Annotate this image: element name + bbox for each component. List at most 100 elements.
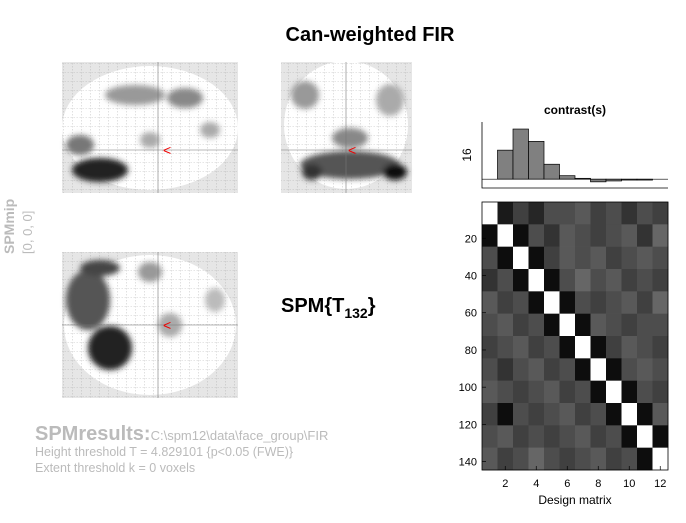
matrix-cell [528,291,545,314]
matrix-cell [590,269,607,292]
matrix-cell [513,269,529,292]
matrix-cell [606,403,622,426]
stat-suffix: } [368,295,376,317]
matrix-cell [621,291,638,314]
bar [497,149,514,180]
matrix-cell [590,224,607,247]
y-tick-label: 140 [459,457,477,469]
matrix-cell [606,313,622,337]
matrix-cell [637,224,653,247]
matrix-cell [497,291,514,314]
matrix-cell [482,291,498,314]
matrix-cell [621,269,638,292]
matrix-cell [544,202,560,225]
matrix-cell [513,380,529,404]
matrix-cell [528,202,545,225]
matrix-cell [559,336,576,359]
title: Can-weighted FIR [286,24,455,46]
matrix-cell [559,202,576,225]
height-threshold: Height threshold T = 4.829101 {p<0.05 (F… [35,445,293,459]
stat-df: 132 [344,305,368,321]
matrix-cell [575,336,591,359]
matrix-cell [482,358,498,381]
matrix-cell [575,224,591,247]
matrix-cell [575,202,591,225]
x-tick-label: 6 [564,478,570,490]
bar [543,163,560,180]
matrix-cell [544,269,560,292]
matrix-cell [559,269,576,292]
matrix-cell [637,358,653,381]
bar [528,141,545,180]
matrix-cell [637,246,653,270]
matrix-cell [513,336,529,359]
matrix-cell [652,224,669,247]
matrix-cell [621,425,638,448]
matrix-cell [497,403,514,426]
mip-axial: < [62,252,238,398]
matrix-cell [528,313,545,337]
svg-text:<: < [163,317,171,333]
matrix-frame [481,201,669,471]
matrix-cell [621,358,638,381]
matrix-cell [637,425,653,448]
matrix-cell [606,224,622,247]
matrix-cell [590,425,607,448]
matrix-cell [652,358,669,381]
svg-text:<: < [163,142,171,158]
matrix-cell [590,313,607,337]
matrix-cell [590,291,607,314]
matrix-cell [575,269,591,292]
bar [559,175,576,180]
matrix-cell [637,291,653,314]
matrix-cell [497,425,514,448]
matrix-cell [575,425,591,448]
matrix-cell [544,403,560,426]
matrix-cell [606,425,622,448]
matrix-cell [482,380,498,404]
matrix-cell [497,380,514,404]
matrix-cell [497,224,514,247]
matrix-cell [528,358,545,381]
matrix-cell [497,447,514,471]
matrix-cell [637,380,653,404]
matrix-cell [652,336,669,359]
matrix-cell [482,336,498,359]
results-line: SPMresults:C:\spm12\data\face_group\FIR [35,423,328,445]
matrix-cell [637,269,653,292]
matrix-cell [497,269,514,292]
bar [512,128,529,180]
matrix-cell [621,447,638,471]
matrix-cell [559,358,576,381]
matrix-cell [621,336,638,359]
matrix-cell [482,246,498,270]
matrix-cell [637,202,653,225]
matrix-cell [513,313,529,337]
matrix-cell [652,403,669,426]
matrix-cell [528,336,545,359]
matrix-cell [652,269,669,292]
matrix-cell [482,313,498,337]
matrix-cell [575,358,591,381]
matrix-cell [637,313,653,337]
matrix-cell [544,336,560,359]
matrix-cell [621,202,638,225]
x-tick-label: 4 [533,478,539,490]
matrix-cell [482,202,498,225]
matrix-cell [637,336,653,359]
matrix-cell [528,425,545,448]
matrix-cell [513,447,529,471]
matrix-cell [513,202,529,225]
mip-coronal: < [281,61,412,193]
matrix-cell [544,425,560,448]
matrix-cell [575,447,591,471]
matrix-cell [652,447,669,471]
matrix-cell [606,380,622,404]
chart-title: contrast(s) [544,103,606,117]
matrix-cell [528,224,545,247]
extent-threshold: Extent threshold k = 0 voxels [35,461,195,475]
matrix-cell [544,313,560,337]
y-axis-label: 16 [460,148,474,162]
matrix-cell [590,246,607,270]
